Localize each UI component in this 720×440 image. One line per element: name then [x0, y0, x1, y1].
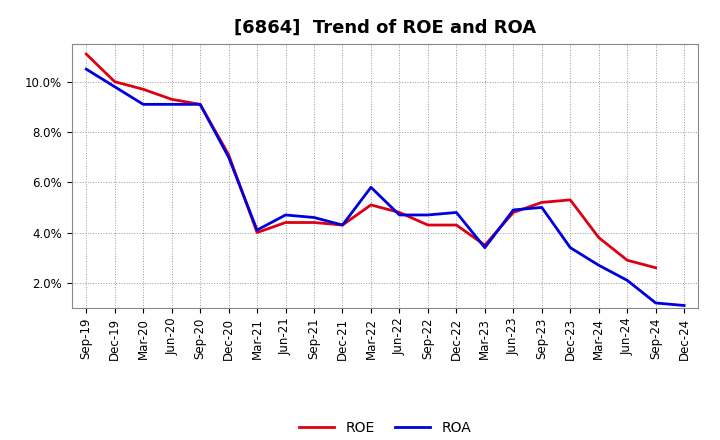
ROA: [110, 84, 119, 89]
ROA: [566, 245, 575, 250]
ROA: [196, 102, 204, 107]
ROE: [282, 220, 290, 225]
ROA: [680, 303, 688, 308]
Line: ROA: ROA: [86, 69, 684, 305]
ROE: [566, 197, 575, 202]
ROA: [623, 278, 631, 283]
ROE: [452, 222, 461, 227]
ROA: [366, 185, 375, 190]
ROA: [423, 213, 432, 218]
Legend: ROE, ROA: ROE, ROA: [294, 415, 477, 440]
ROE: [196, 102, 204, 107]
ROA: [452, 210, 461, 215]
ROA: [82, 66, 91, 72]
ROA: [310, 215, 318, 220]
ROE: [110, 79, 119, 84]
ROA: [338, 222, 347, 227]
ROE: [480, 242, 489, 248]
ROA: [167, 102, 176, 107]
ROE: [509, 210, 518, 215]
ROE: [338, 222, 347, 227]
ROE: [139, 87, 148, 92]
ROA: [537, 205, 546, 210]
ROE: [167, 97, 176, 102]
ROA: [282, 213, 290, 218]
ROE: [366, 202, 375, 208]
ROA: [253, 227, 261, 233]
ROA: [480, 245, 489, 250]
ROA: [652, 301, 660, 306]
ROE: [310, 220, 318, 225]
ROE: [652, 265, 660, 271]
ROE: [423, 222, 432, 227]
ROE: [225, 152, 233, 157]
ROA: [225, 154, 233, 160]
ROE: [595, 235, 603, 240]
ROA: [509, 207, 518, 213]
Line: ROE: ROE: [86, 54, 656, 268]
ROA: [595, 263, 603, 268]
ROE: [395, 210, 404, 215]
ROE: [537, 200, 546, 205]
ROE: [253, 230, 261, 235]
Title: [6864]  Trend of ROE and ROA: [6864] Trend of ROE and ROA: [234, 19, 536, 37]
ROE: [82, 51, 91, 57]
ROE: [623, 257, 631, 263]
ROA: [139, 102, 148, 107]
ROA: [395, 213, 404, 218]
